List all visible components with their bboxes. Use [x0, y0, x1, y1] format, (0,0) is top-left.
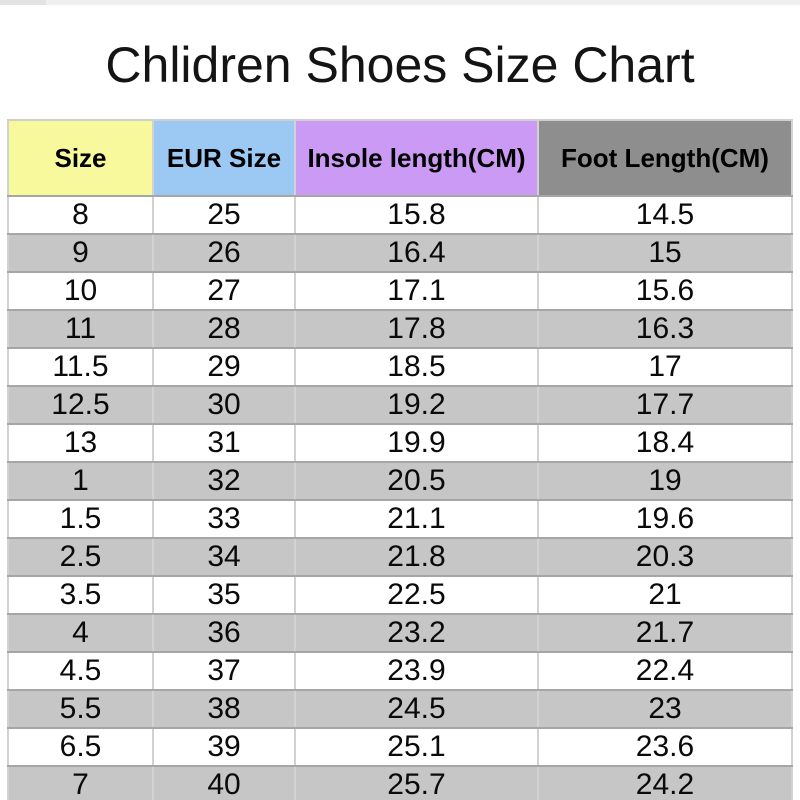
table-cell: 16.3 — [537, 309, 793, 349]
table-cell: 23.6 — [537, 727, 793, 767]
table-cell: 1.5 — [7, 499, 154, 539]
table-cell: 29 — [152, 347, 296, 387]
table-cell: 20.5 — [294, 461, 539, 501]
size-chart-header: Size EUR Size Insole length(CM) Foot Length… — [7, 119, 793, 197]
table-cell: 15.6 — [537, 271, 793, 311]
table-cell: 4.5 — [7, 651, 154, 691]
table-row: 5.5 38 24.5 23 — [7, 689, 793, 729]
table-cell: 21.7 — [537, 613, 793, 653]
table-cell: 32 — [152, 461, 296, 501]
table-cell: 6.5 — [7, 727, 154, 767]
table-cell: 20.3 — [537, 537, 793, 577]
table-cell: 17 — [537, 347, 793, 387]
table-cell: 21 — [537, 575, 793, 615]
table-cell: 23.9 — [294, 651, 539, 691]
table-cell: 37 — [152, 651, 296, 691]
table-cell: 21.1 — [294, 499, 539, 539]
table-cell: 28 — [152, 309, 296, 349]
table-cell: 7 — [7, 765, 154, 800]
table-cell: 34 — [152, 537, 296, 577]
column-header-size: Size — [7, 119, 154, 197]
table-cell: 17.7 — [537, 385, 793, 425]
table-cell: 24.2 — [537, 765, 793, 800]
table-row: 6.5 39 25.1 23.6 — [7, 727, 793, 767]
top-edge-strip — [0, 0, 800, 5]
table-row: 11.5 29 18.5 17 — [7, 347, 793, 387]
table-cell: 5.5 — [7, 689, 154, 729]
table-cell: 19.2 — [294, 385, 539, 425]
table-row: 4.5 37 23.9 22.4 — [7, 651, 793, 691]
table-cell: 11 — [7, 309, 154, 349]
table-cell: 21.8 — [294, 537, 539, 577]
table-cell: 23 — [537, 689, 793, 729]
top-edge-strip-segment — [0, 0, 46, 5]
table-cell: 17.1 — [294, 271, 539, 311]
table-cell: 26 — [152, 233, 296, 273]
table-cell: 27 — [152, 271, 296, 311]
table-cell: 16.4 — [294, 233, 539, 273]
table-cell: 1 — [7, 461, 154, 501]
table-cell: 18.4 — [537, 423, 793, 463]
table-cell: 17.8 — [294, 309, 539, 349]
table-cell: 19.6 — [537, 499, 793, 539]
table-cell: 14.5 — [537, 195, 793, 235]
table-cell: 15 — [537, 233, 793, 273]
table-cell: 30 — [152, 385, 296, 425]
table-cell: 25.7 — [294, 765, 539, 800]
table-cell: 9 — [7, 233, 154, 273]
table-cell: 22.5 — [294, 575, 539, 615]
table-cell: 24.5 — [294, 689, 539, 729]
table-cell: 8 — [7, 195, 154, 235]
page-title: Chlidren Shoes Size Chart — [105, 37, 695, 93]
table-cell: 23.2 — [294, 613, 539, 653]
table-cell: 4 — [7, 613, 154, 653]
table-cell: 38 — [152, 689, 296, 729]
table-cell: 19 — [537, 461, 793, 501]
table-row: 10 27 17.1 15.6 — [7, 271, 793, 311]
table-cell: 18.5 — [294, 347, 539, 387]
column-header-eur-size: EUR Size — [152, 119, 296, 197]
table-row: 12.5 30 19.2 17.7 — [7, 385, 793, 425]
table-row: 7 40 25.7 24.2 — [7, 765, 793, 800]
table-cell: 25.1 — [294, 727, 539, 767]
table-cell: 13 — [7, 423, 154, 463]
table-cell: 19.9 — [294, 423, 539, 463]
table-row: 1.5 33 21.1 19.6 — [7, 499, 793, 539]
header-row: Size EUR Size Insole length(CM) Foot Length… — [7, 119, 793, 197]
table-cell: 11.5 — [7, 347, 154, 387]
table-cell: 39 — [152, 727, 296, 767]
table-cell: 10 — [7, 271, 154, 311]
table-cell: 35 — [152, 575, 296, 615]
table-cell: 33 — [152, 499, 296, 539]
table-cell: 22.4 — [537, 651, 793, 691]
table-cell: 36 — [152, 613, 296, 653]
table-row: 8 25 15.8 14.5 — [7, 195, 793, 235]
column-header-insole-length-cm: Insole length(CM) — [294, 119, 539, 197]
table-row: 11 28 17.8 16.3 — [7, 309, 793, 349]
table-cell: 15.8 — [294, 195, 539, 235]
table-cell: 25 — [152, 195, 296, 235]
table-cell: 3.5 — [7, 575, 154, 615]
table-row: 13 31 19.9 18.4 — [7, 423, 793, 463]
column-header-foot-length-cm: Foot Length(CM) — [537, 119, 793, 197]
table-cell: 31 — [152, 423, 296, 463]
size-chart-body: 8 25 15.8 14.5 9 26 16.4 15 10 27 17.1 15.6 11 28 17.8… — [7, 195, 793, 800]
table-cell: 2.5 — [7, 537, 154, 577]
table-row: 9 26 16.4 15 — [7, 233, 793, 273]
table-row: 2.5 34 21.8 20.3 — [7, 537, 793, 577]
size-chart-table: Size EUR Size Insole length(CM) Foot Length… — [7, 119, 793, 800]
table-row: 1 32 20.5 19 — [7, 461, 793, 501]
table-cell: 40 — [152, 765, 296, 800]
table-row: 4 36 23.2 21.7 — [7, 613, 793, 653]
table-cell: 12.5 — [7, 385, 154, 425]
table-row: 3.5 35 22.5 21 — [7, 575, 793, 615]
